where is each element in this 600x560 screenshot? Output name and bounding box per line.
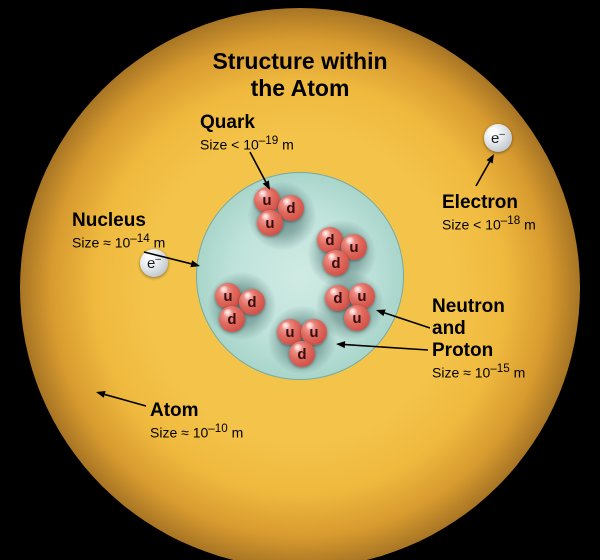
label-quark-sub: Size < 10–19 m (200, 134, 294, 153)
label-atom: Atom Size ≈ 10–10 m (150, 400, 243, 441)
down-quark: d (289, 341, 315, 367)
label-quark: Quark Size < 10–19 m (200, 112, 294, 153)
label-electron-title: Electron (442, 192, 518, 213)
electron: e– (484, 124, 512, 152)
label-np-title: NeutronandProton (432, 296, 505, 361)
label-nucleus: Nucleus Size ≈ 10–14 m (72, 210, 165, 251)
diagram-title: Structure within the Atom (0, 48, 600, 102)
label-quark-title: Quark (200, 112, 255, 133)
title-line2: the Atom (251, 75, 350, 101)
down-quark: d (219, 306, 245, 332)
label-electron-sub: Size < 10–18 m (442, 214, 536, 233)
up-quark: u (215, 283, 241, 309)
electron: e– (140, 249, 168, 277)
label-nucleus-title: Nucleus (72, 210, 146, 231)
down-quark: d (325, 285, 351, 311)
label-np-sub: Size ≈ 10–15 m (432, 362, 525, 381)
title-line1: Structure within (212, 48, 387, 74)
label-electron: Electron Size < 10–18 m (442, 192, 536, 233)
label-neutron-proton: NeutronandProton Size ≈ 10–15 m (432, 296, 525, 380)
up-quark: u (344, 305, 370, 331)
atom-diagram: Structure within the Atom udududduuuudud… (0, 0, 600, 560)
up-quark: u (257, 210, 283, 236)
down-quark: d (317, 227, 343, 253)
up-quark: u (254, 187, 280, 213)
label-nucleus-sub: Size ≈ 10–14 m (72, 232, 165, 251)
label-atom-sub: Size ≈ 10–10 m (150, 422, 243, 441)
label-atom-title: Atom (150, 400, 199, 421)
